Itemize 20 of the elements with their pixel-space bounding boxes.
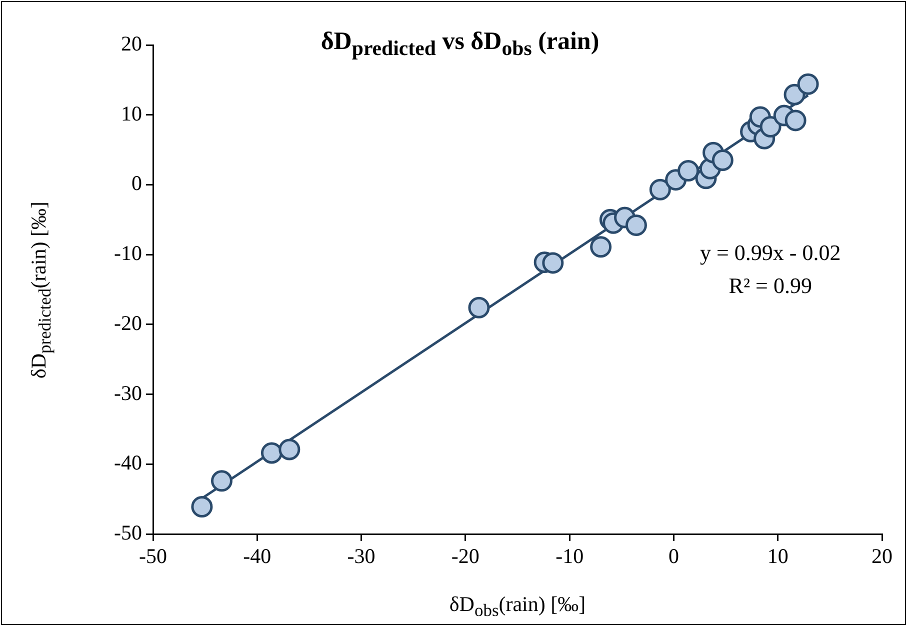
x-tick-label: 10 [767,544,788,568]
y-tick-label: -10 [114,241,142,266]
x-tick-label: -50 [139,544,167,568]
x-tick-label: -10 [556,544,584,568]
y-tick-label: -40 [114,450,142,475]
chart-title: δD$_{predicted}$ vs δD$_{obs}$ (rain) [320,28,600,60]
y-tick-label: -30 [114,380,142,405]
annotation: y = 0.99x - 0.02 [700,239,841,267]
y-tick-label: -20 [114,310,142,335]
x-tick-label: -40 [243,544,272,568]
y-tick-label: -50 [114,520,142,545]
y-tick-label: 20 [121,32,142,56]
y-tick-label: 0 [132,171,142,196]
annotation: R² = 0.99 [728,272,813,300]
x-tick-label: -20 [451,544,480,568]
x-tick-label: 20 [872,544,892,568]
y-tick-label: 10 [121,101,142,126]
x-axis-title: δD$_{obs}$(rain) [‰] [448,592,587,622]
x-tick-label: 0 [668,544,679,568]
x-tick-label: -30 [347,544,376,568]
